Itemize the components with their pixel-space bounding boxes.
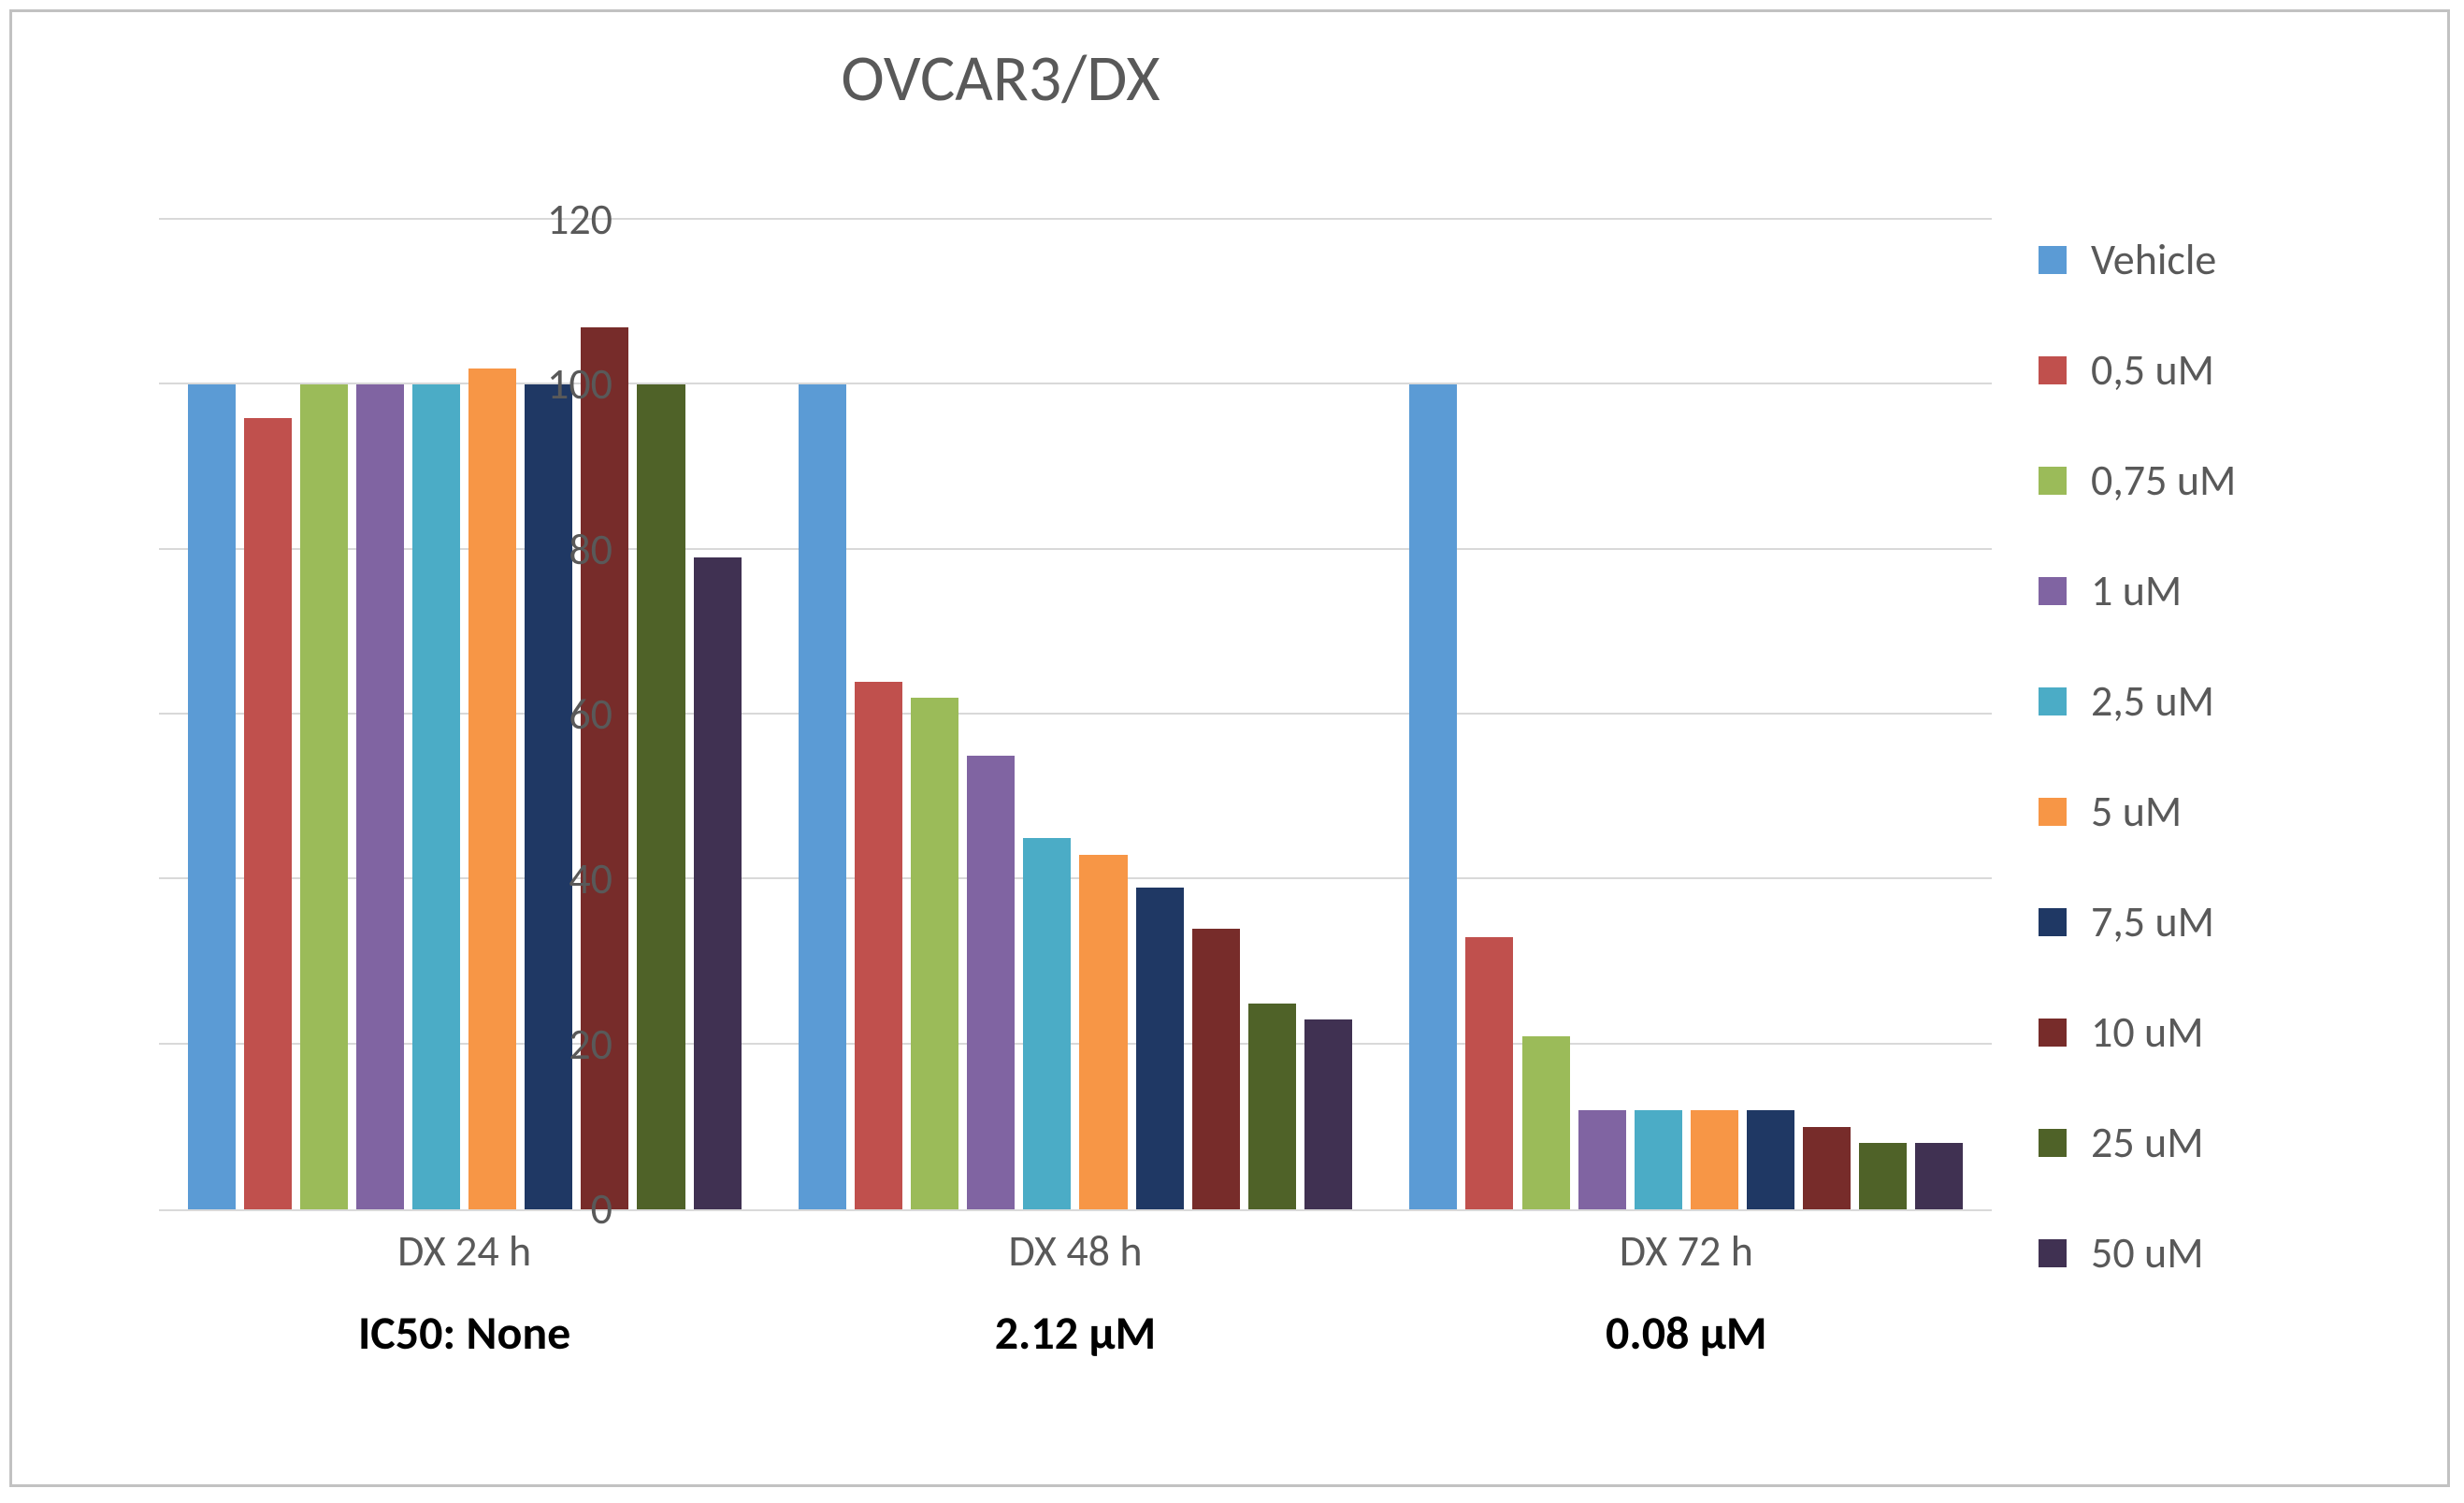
legend-swatch [2039, 246, 2067, 274]
bar [1465, 937, 1513, 1209]
bar [1578, 1110, 1626, 1209]
legend-label: 7,5 uM [2091, 896, 2214, 948]
bar [1691, 1110, 1738, 1209]
y-tick-label: 120 [500, 194, 612, 246]
legend-swatch [2039, 356, 2067, 384]
x-category-label: DX 24 h [159, 1225, 770, 1278]
y-tick-label: 60 [500, 688, 612, 741]
y-tick-label: 40 [500, 853, 612, 905]
bar [967, 756, 1015, 1209]
legend-label: 2,5 uM [2091, 675, 2214, 728]
legend-swatch [2039, 1129, 2067, 1157]
legend-label: 5 uM [2091, 786, 2182, 838]
legend-item: 7,5 uM [2039, 896, 2431, 948]
bar [637, 384, 684, 1209]
legend: Vehicle 0,5 uM 0,75 uM 1 uM 2,5 uM 5 uM 7,5 uM… [2039, 234, 2431, 1337]
bar [1635, 1110, 1682, 1209]
bar [911, 698, 958, 1209]
y-tick-label: 100 [500, 358, 612, 411]
legend-label: 0,5 uM [2091, 344, 2214, 397]
legend-swatch [2039, 1239, 2067, 1267]
legend-swatch [2039, 687, 2067, 715]
bar [1747, 1110, 1794, 1209]
bar [1915, 1143, 1963, 1209]
bar [1136, 888, 1184, 1209]
bar [799, 384, 846, 1209]
legend-item: Vehicle [2039, 234, 2431, 286]
legend-item: 10 uM [2039, 1006, 2431, 1059]
legend-item: 25 uM [2039, 1117, 2431, 1169]
legend-swatch [2039, 1019, 2067, 1047]
legend-label: 0,75 uM [2091, 455, 2236, 507]
legend-item: 0,75 uM [2039, 455, 2431, 507]
bar [188, 384, 236, 1209]
chart-title: OVCAR3/DX [0, 37, 2001, 118]
x-category-label: DX 72 h [1381, 1225, 1992, 1278]
bar [1304, 1019, 1352, 1209]
bar [300, 384, 348, 1209]
plot-area [159, 220, 1992, 1211]
legend-label: 25 uM [2091, 1117, 2204, 1169]
bar [855, 682, 902, 1209]
ic50-label: 0.08 µM [1381, 1305, 1992, 1362]
legend-swatch [2039, 908, 2067, 936]
legend-label: 1 uM [2091, 565, 2182, 617]
bar-group [1405, 220, 1967, 1209]
bar [1023, 838, 1071, 1209]
legend-item: 5 uM [2039, 786, 2431, 838]
legend-swatch [2039, 577, 2067, 605]
bar [1522, 1036, 1570, 1209]
bar [1079, 855, 1127, 1209]
ic50-label: 2.12 µM [770, 1305, 1380, 1362]
bar [1192, 929, 1240, 1209]
bar [1803, 1127, 1851, 1209]
bar [356, 384, 404, 1209]
bar-group [794, 220, 1356, 1209]
bar [1248, 1004, 1296, 1209]
bar [412, 384, 460, 1209]
ic50-label: IC50: None [159, 1305, 770, 1362]
legend-item: 50 uM [2039, 1227, 2431, 1279]
legend-label: 10 uM [2091, 1006, 2204, 1059]
x-category-label: DX 48 h [770, 1225, 1380, 1278]
legend-item: 2,5 uM [2039, 675, 2431, 728]
legend-swatch [2039, 798, 2067, 826]
bar [244, 418, 292, 1209]
bar [581, 327, 628, 1209]
legend-label: Vehicle [2091, 234, 2216, 286]
legend-item: 1 uM [2039, 565, 2431, 617]
bar-group [183, 220, 745, 1209]
y-tick-label: 80 [500, 524, 612, 576]
bar [694, 557, 742, 1209]
bar [1859, 1143, 1907, 1209]
y-tick-label: 20 [500, 1019, 612, 1071]
bar [1409, 384, 1457, 1209]
legend-item: 0,5 uM [2039, 344, 2431, 397]
bar [468, 369, 516, 1209]
legend-label: 50 uM [2091, 1227, 2204, 1279]
bar [525, 384, 572, 1209]
legend-swatch [2039, 467, 2067, 495]
y-tick-label: 0 [500, 1183, 612, 1236]
